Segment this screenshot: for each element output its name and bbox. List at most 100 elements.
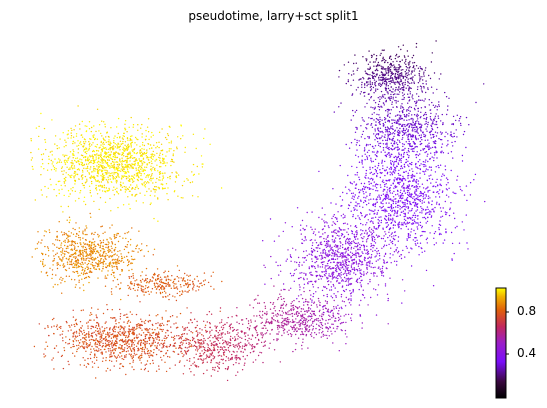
scatter-point	[359, 256, 361, 258]
scatter-point	[276, 338, 278, 340]
scatter-point	[337, 231, 339, 233]
scatter-point	[122, 135, 124, 137]
scatter-point	[184, 151, 186, 153]
scatter-point	[365, 241, 368, 243]
scatter-point	[283, 300, 286, 303]
scatter-point	[121, 159, 124, 162]
scatter-point	[165, 345, 167, 348]
scatter-point	[350, 271, 352, 273]
scatter-point	[169, 356, 171, 358]
scatter-point	[119, 318, 122, 320]
scatter-point	[104, 126, 107, 128]
scatter-point	[93, 125, 95, 127]
scatter-point	[118, 256, 120, 258]
scatter-point	[158, 166, 161, 168]
scatter-point	[86, 159, 89, 161]
scatter-point	[316, 319, 318, 321]
scatter-point	[134, 188, 136, 190]
scatter-point	[342, 244, 344, 246]
scatter-point	[166, 162, 168, 164]
scatter-point	[339, 241, 341, 243]
scatter-point	[264, 305, 266, 307]
scatter-point	[388, 213, 390, 215]
scatter-point	[35, 127, 38, 129]
scatter-point	[141, 123, 143, 126]
scatter-point	[316, 306, 318, 308]
scatter-point	[376, 253, 378, 255]
scatter-point	[279, 314, 282, 316]
scatter-point	[177, 195, 179, 197]
scatter-point	[73, 323, 75, 326]
scatter-point	[42, 261, 44, 263]
scatter-point	[77, 260, 79, 262]
scatter-point	[126, 313, 128, 315]
scatter-point	[80, 266, 83, 268]
scatter-point	[323, 237, 325, 240]
scatter-point	[123, 175, 125, 177]
scatter-point	[291, 226, 293, 228]
scatter-point	[271, 312, 273, 314]
scatter-point	[225, 349, 228, 351]
scatter-point	[119, 339, 122, 341]
scatter-point	[128, 175, 130, 177]
scatter-point	[163, 337, 165, 339]
scatter-point	[122, 148, 124, 151]
scatter-point	[117, 206, 119, 209]
scatter-points	[30, 40, 486, 382]
scatter-point	[329, 326, 331, 328]
scatter-point	[257, 354, 260, 357]
scatter-point	[71, 129, 73, 132]
scatter-point	[296, 327, 298, 329]
scatter-point	[93, 154, 96, 156]
scatter-point	[109, 332, 111, 334]
scatter-point	[104, 322, 106, 324]
scatter-point	[232, 364, 235, 366]
scatter-point	[65, 269, 68, 272]
scatter-point	[291, 301, 293, 303]
scatter-point	[262, 361, 264, 364]
scatter-point	[129, 153, 132, 155]
scatter-point	[375, 314, 378, 316]
scatter-point	[241, 337, 243, 339]
scatter-point	[45, 341, 47, 343]
scatter-point	[273, 315, 275, 317]
scatter-point	[102, 145, 104, 147]
scatter-point	[129, 157, 131, 159]
scatter-point	[345, 288, 347, 291]
scatter-point	[85, 339, 87, 341]
scatter-point	[361, 322, 363, 324]
scatter-point	[397, 206, 399, 209]
scatter-point	[44, 141, 47, 143]
scatter-point	[60, 254, 63, 256]
scatter-point	[161, 316, 163, 319]
scatter-point	[159, 159, 161, 162]
scatter-point	[338, 268, 341, 271]
scatter-point	[217, 346, 219, 348]
scatter-point	[70, 188, 72, 190]
scatter-point	[308, 253, 310, 255]
scatter-point	[126, 342, 128, 344]
scatter-point	[212, 355, 214, 357]
scatter-point	[89, 342, 92, 344]
scatter-point	[389, 257, 391, 259]
scatter-point	[302, 338, 304, 340]
scatter-point	[91, 126, 93, 129]
scatter-point	[247, 320, 250, 322]
scatter-point	[63, 347, 65, 349]
scatter-point	[76, 344, 78, 347]
scatter-point	[434, 231, 437, 233]
scatter-point	[116, 266, 118, 268]
scatter-point	[168, 150, 170, 152]
scatter-point	[121, 255, 123, 258]
scatter-point	[289, 321, 291, 323]
scatter-point	[322, 314, 325, 316]
scatter-point	[139, 152, 141, 154]
scatter-point	[115, 360, 118, 362]
scatter-point	[366, 271, 369, 273]
scatter-point	[122, 334, 125, 336]
scatter-point	[382, 200, 384, 202]
scatter-point	[82, 164, 84, 167]
scatter-point	[107, 135, 110, 138]
scatter-point	[109, 354, 111, 356]
scatter-point	[360, 275, 362, 278]
